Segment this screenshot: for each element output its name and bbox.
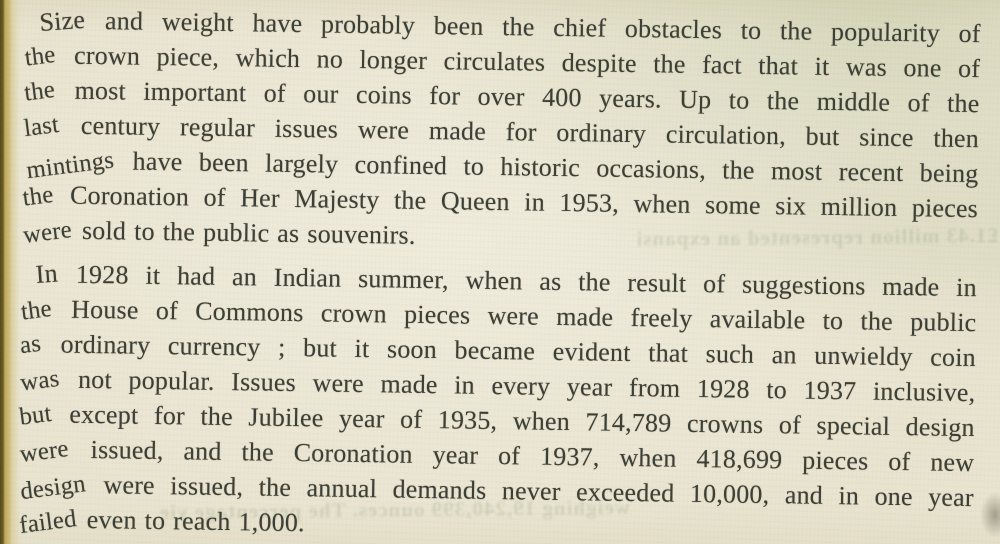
paragraph-1: Size and weight have probably been the chief obs… bbox=[21, 5, 981, 264]
paragraph-2: In 1928 it had an Indian summer, when as the resul… bbox=[18, 259, 977, 544]
page-edge-stain bbox=[980, 492, 1000, 538]
text-block: Size and weight have probably been the chief obs… bbox=[18, 5, 981, 544]
book-spine-edge bbox=[0, 0, 20, 544]
